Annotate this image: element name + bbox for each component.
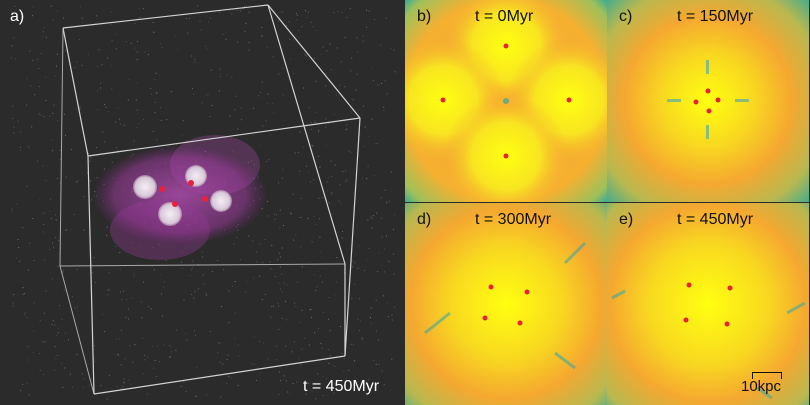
panel-a-3d-view: a) t = 450Myr <box>10 4 396 400</box>
panel-d-time: t = 300Myr <box>475 211 552 228</box>
panel-b-time: t = 0Myr <box>475 8 534 25</box>
marker-4 <box>202 196 208 202</box>
galaxy-4 <box>210 190 232 212</box>
marker-1 <box>159 186 165 192</box>
panel-b-density-map <box>405 0 607 202</box>
markers <box>159 180 208 207</box>
panel-a-scene <box>10 4 396 400</box>
panel-d-label: d) <box>417 211 432 228</box>
panel-a-label: a) <box>10 8 25 25</box>
panel-c-density-map <box>607 0 809 202</box>
panel-d-density-map <box>405 203 607 405</box>
scale-bar-label: 10kpc <box>741 378 782 395</box>
panel-b-map: b) t = 0Myr <box>405 0 607 202</box>
panel-c-map: c) t = 150Myr <box>607 0 809 202</box>
panel-e-label: e) <box>619 211 634 228</box>
scale-bar <box>752 372 782 379</box>
galaxy-3 <box>158 202 182 226</box>
panel-b-label: b) <box>417 8 432 25</box>
box-front-edges <box>62 4 361 395</box>
halo <box>92 135 268 260</box>
panel-a-time: t = 450Myr <box>303 378 380 395</box>
marker-2 <box>188 180 194 186</box>
panel-c-time: t = 150Myr <box>677 8 754 25</box>
panel-c-label: c) <box>619 8 633 25</box>
panel-e-map: e) t = 450Myr <box>607 203 809 405</box>
panel-e-time: t = 450Myr <box>677 211 754 228</box>
galaxy-1 <box>133 175 157 199</box>
panel-e-density-map <box>607 203 809 405</box>
galaxies <box>133 165 232 226</box>
panel-d-map: d) t = 300Myr <box>405 203 607 405</box>
box-back-edges <box>59 27 346 395</box>
marker-3 <box>172 201 178 207</box>
